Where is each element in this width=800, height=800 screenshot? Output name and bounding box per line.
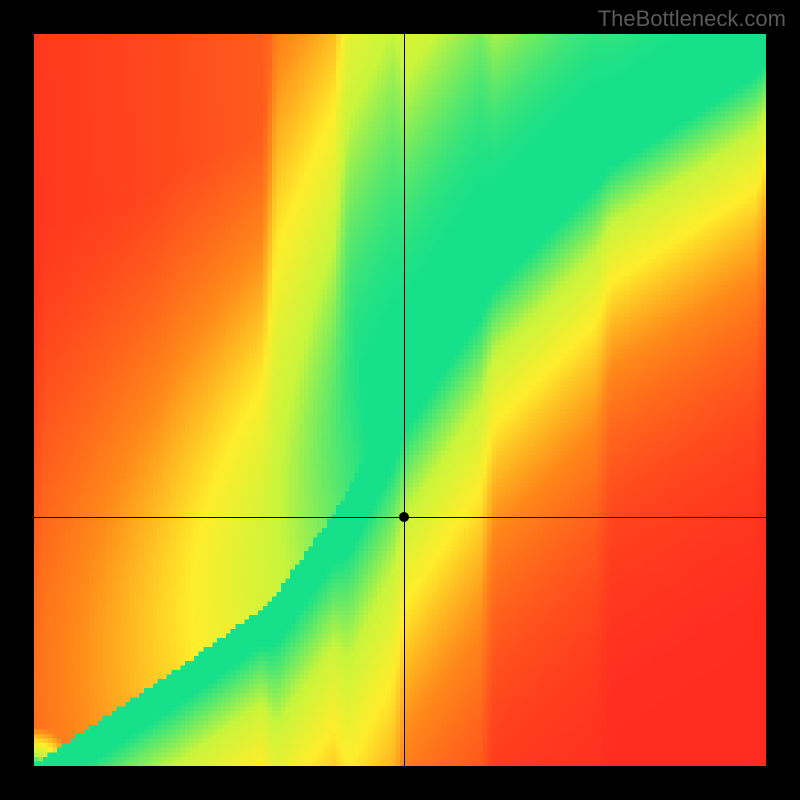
heatmap-canvas — [34, 34, 766, 766]
crosshair-vertical — [404, 34, 405, 766]
watermark-text: TheBottleneck.com — [598, 6, 786, 32]
crosshair-marker — [399, 512, 409, 522]
bottleneck-heatmap — [34, 34, 766, 766]
